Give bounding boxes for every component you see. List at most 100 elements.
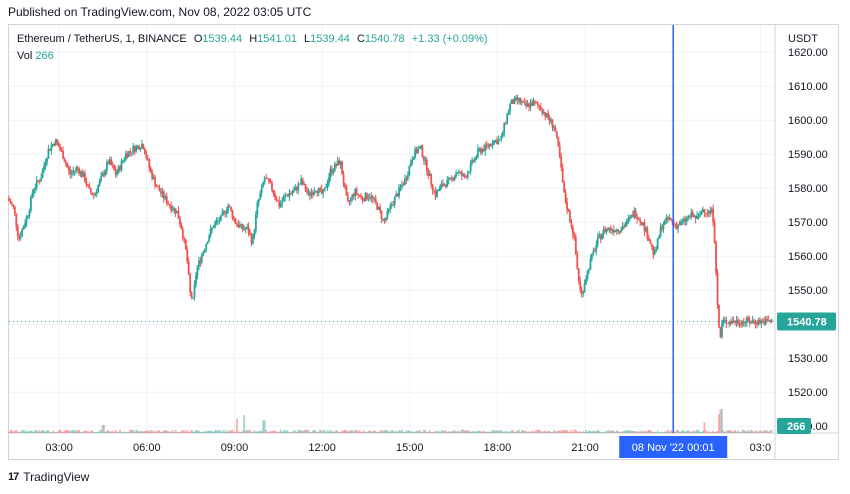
volume-bar — [51, 430, 54, 433]
footer-brand[interactable]: 17 TradingView — [8, 470, 89, 484]
candle-body — [304, 183, 307, 191]
candle-body — [81, 171, 83, 177]
volume-bar — [753, 432, 755, 433]
candle-body — [161, 191, 164, 194]
candle-body — [298, 183, 301, 185]
symbol-name[interactable]: Ethereum / TetherUS, 1, BINANCE — [17, 33, 187, 45]
candle-body — [347, 195, 349, 202]
candle-body — [135, 146, 137, 152]
candle-body — [496, 139, 498, 144]
volume-bar — [620, 431, 623, 433]
candle-body — [522, 101, 525, 103]
volume-bar — [599, 432, 602, 433]
candle-body — [275, 196, 278, 201]
volume-bar — [646, 431, 649, 433]
volume-bar — [368, 430, 371, 433]
volume-bar — [37, 431, 40, 433]
candle-body — [510, 99, 513, 104]
volume-bar — [623, 430, 625, 433]
volume-bar — [252, 431, 254, 433]
candle-body — [618, 231, 621, 233]
volume-bar — [236, 418, 238, 433]
candle-body — [348, 201, 351, 203]
volume-bar — [101, 424, 104, 433]
candle-body — [583, 283, 586, 293]
candle-body — [35, 180, 38, 188]
y-tick-label: 1520.00 — [788, 387, 828, 399]
volume-bar — [310, 432, 313, 433]
candle-body — [332, 170, 335, 173]
candle-body — [49, 148, 51, 151]
volume-bar — [745, 431, 748, 433]
candle-body — [604, 229, 606, 232]
volume-bar — [488, 431, 491, 433]
candle-body — [105, 162, 108, 171]
volume-bar — [728, 430, 731, 433]
volume-bar — [760, 430, 763, 433]
candle-body — [78, 168, 81, 174]
candle-body — [713, 222, 716, 243]
volume-bar — [225, 430, 228, 433]
candle-body — [577, 268, 580, 282]
candle-body — [130, 151, 133, 153]
candle-body — [462, 174, 465, 177]
volume-bar — [631, 430, 634, 433]
candle-body — [591, 253, 593, 259]
volume-bar — [221, 432, 224, 433]
volume-bar — [539, 430, 542, 433]
candle-body — [344, 183, 346, 188]
candle-body — [715, 242, 717, 274]
volume-bar — [469, 431, 472, 433]
candle-body — [155, 185, 158, 187]
volume-bar — [273, 430, 276, 433]
open-value: O1539.44 — [193, 33, 243, 45]
candle-body — [160, 191, 162, 194]
volume-bar — [316, 432, 319, 433]
candle-body — [34, 187, 37, 190]
candle-body — [273, 193, 276, 197]
volume-bar — [62, 432, 64, 433]
high-value: H1541.01 — [249, 33, 297, 45]
volume-bar — [278, 431, 281, 433]
volume-bar — [436, 431, 438, 433]
volume-bar — [82, 431, 85, 433]
y-tick-label: 1550.00 — [788, 285, 828, 297]
candle-body — [288, 193, 291, 197]
y-tick-label: 1590.00 — [788, 149, 828, 161]
last-volume-text: 266 — [787, 421, 805, 433]
candle-body — [529, 102, 532, 108]
volume-bar — [136, 430, 139, 433]
volume-bar — [453, 429, 456, 433]
volume-label[interactable]: Vol — [17, 50, 33, 62]
volume-bar — [111, 430, 114, 433]
volume-bar — [716, 430, 719, 433]
candle-body — [399, 186, 402, 188]
candle-body — [572, 227, 574, 235]
volume-bar — [243, 415, 246, 433]
volume-bar — [522, 430, 525, 433]
volume-bar — [44, 431, 47, 433]
candle-body — [452, 177, 455, 180]
volume-bar — [256, 431, 259, 433]
volume-bar — [311, 430, 314, 433]
volume-bar — [548, 430, 551, 433]
volume-bar — [151, 431, 154, 433]
candle-body — [342, 174, 345, 184]
volume-bar — [751, 430, 754, 433]
candle-body — [411, 159, 414, 164]
volume-bar — [212, 431, 215, 433]
volume-bar — [114, 429, 117, 433]
volume-bar — [313, 429, 316, 433]
volume-bar — [449, 431, 452, 433]
volume-bar — [196, 430, 199, 433]
volume-bar — [723, 432, 726, 433]
candle-body — [282, 197, 285, 202]
candle-body — [652, 246, 655, 255]
candle-body — [744, 322, 747, 324]
volume-bar — [628, 430, 631, 433]
volume-bar — [257, 431, 260, 433]
candle-body — [238, 225, 241, 227]
volume-bar — [76, 430, 79, 433]
volume-bar — [482, 430, 485, 433]
